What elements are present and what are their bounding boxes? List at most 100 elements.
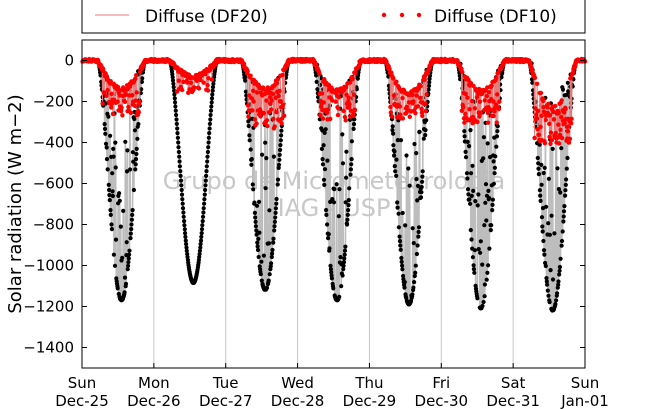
global-point <box>276 165 281 170</box>
global-point <box>243 78 248 83</box>
global-point <box>259 278 264 283</box>
global-point <box>548 268 553 273</box>
global-point <box>426 87 431 92</box>
global-point <box>397 239 403 244</box>
x-tick-label-day: Thu <box>354 374 383 392</box>
diffuse-df10-point <box>566 140 572 145</box>
global-point <box>530 80 535 85</box>
global-point <box>128 167 133 172</box>
x-tick-label-day: Wed <box>281 374 314 392</box>
diffuse-df10-point <box>176 78 181 83</box>
diffuse-df10-point <box>389 114 395 119</box>
diffuse-df10-point <box>411 99 416 104</box>
diffuse-df10-point <box>559 135 565 141</box>
global-point <box>337 187 342 192</box>
diffuse-df10-point <box>423 101 428 107</box>
global-point <box>133 162 138 167</box>
global-point <box>466 192 471 197</box>
global-point <box>483 182 489 187</box>
global-point <box>176 140 181 145</box>
diffuse-df10-point <box>192 85 197 90</box>
global-point <box>465 176 470 181</box>
global-point <box>491 181 496 186</box>
diffuse-df10-point <box>534 81 540 87</box>
global-point <box>487 195 492 201</box>
global-point <box>179 183 184 188</box>
diffuse-df10-point <box>496 106 502 112</box>
global-point <box>253 224 258 229</box>
diffuse-df10-point <box>423 108 428 114</box>
global-point <box>473 199 478 204</box>
global-point <box>412 273 417 279</box>
diffuse-df10-point <box>250 108 255 113</box>
diffuse-df10-point <box>317 71 322 77</box>
global-point <box>257 230 262 235</box>
diffuse-df10-point <box>477 99 483 104</box>
global-point <box>274 196 279 202</box>
global-point <box>131 159 136 164</box>
global-point <box>491 159 496 164</box>
global-point <box>395 205 400 210</box>
global-point <box>128 236 133 241</box>
global-point <box>128 231 133 236</box>
global-point <box>480 262 485 267</box>
global-point <box>175 131 180 136</box>
global-point <box>468 228 473 233</box>
global-point <box>256 236 261 241</box>
global-point <box>205 149 210 155</box>
global-point <box>272 228 277 233</box>
diffuse-df10-point <box>109 105 114 110</box>
diffuse-df10-point <box>328 116 333 122</box>
global-point <box>273 210 278 215</box>
global-point <box>322 167 328 172</box>
diffuse-df10-point <box>203 71 208 77</box>
global-point <box>278 147 283 153</box>
diffuse-df10-point <box>109 101 115 106</box>
global-point <box>112 263 118 268</box>
diffuse-df10-point <box>569 116 574 122</box>
global-point <box>253 215 258 220</box>
y-tick-label: −1200 <box>23 298 74 316</box>
diffuse-df10-point <box>132 103 138 109</box>
global-point <box>470 255 475 260</box>
global-point <box>125 148 130 153</box>
global-point <box>349 139 354 144</box>
diffuse-df10-point <box>264 118 270 123</box>
diffuse-df10-point <box>545 104 550 110</box>
global-point <box>487 246 492 251</box>
global-point <box>557 272 562 277</box>
global-point <box>107 193 112 198</box>
diffuse-df10-point <box>274 110 279 115</box>
diffuse-df10-point <box>391 93 397 98</box>
diffuse-df10-point <box>569 121 574 126</box>
global-point <box>183 234 188 239</box>
diffuse-df10-point <box>104 93 109 99</box>
global-point <box>327 246 332 251</box>
global-point <box>478 239 483 244</box>
diffuse-df10-point <box>542 141 548 146</box>
global-point <box>542 252 547 257</box>
global-point <box>200 219 205 224</box>
global-point <box>206 135 211 140</box>
diffuse-df10-point <box>463 91 468 97</box>
global-point <box>495 124 500 129</box>
diffuse-df10-point <box>556 122 561 127</box>
global-point <box>482 282 487 287</box>
global-point <box>471 263 476 268</box>
global-point <box>541 248 547 253</box>
diffuse-df10-point <box>141 62 147 68</box>
global-point <box>331 286 336 291</box>
global-point <box>255 247 261 253</box>
diffuse-df10-point <box>336 95 341 100</box>
global-point <box>106 114 111 119</box>
diffuse-df10-point <box>547 113 553 118</box>
global-point <box>117 198 122 203</box>
diffuse-df10-point <box>251 99 256 104</box>
global-point <box>248 147 253 152</box>
global-point <box>543 263 548 269</box>
global-point <box>395 138 400 143</box>
diffuse-df10-point <box>270 91 276 97</box>
diffuse-df10-point <box>407 114 412 120</box>
diffuse-df10-point <box>252 117 258 122</box>
diffuse-df10-point <box>321 100 326 105</box>
